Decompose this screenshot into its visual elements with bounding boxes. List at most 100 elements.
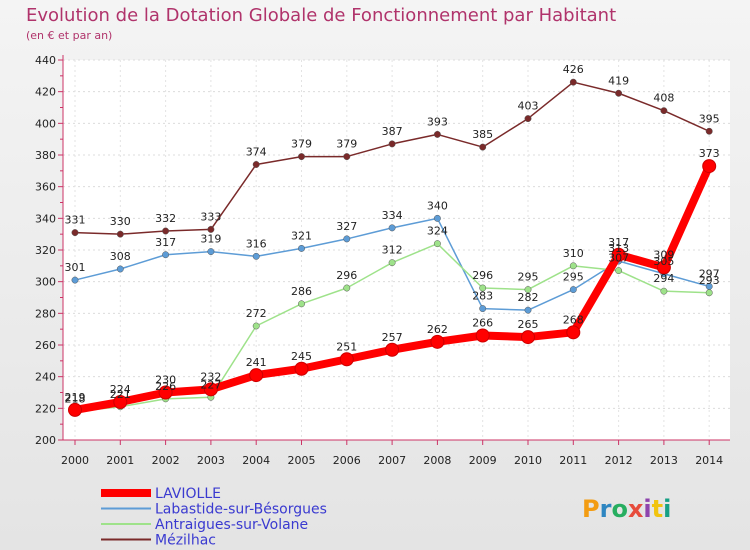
data-point bbox=[71, 276, 79, 284]
data-point bbox=[207, 248, 215, 256]
axes: 200 220 240 260 280 300 320 340 360 380 400 420 440 2… bbox=[35, 54, 730, 467]
data-label: 340 bbox=[427, 199, 448, 212]
data-label: 316 bbox=[246, 237, 267, 250]
proxiti-logo: Proxiti bbox=[582, 495, 671, 523]
data-point bbox=[615, 89, 623, 97]
series-0 bbox=[68, 159, 717, 417]
x-tick-label: 2011 bbox=[559, 454, 587, 467]
x-tick-label: 2013 bbox=[650, 454, 678, 467]
data-label: 295 bbox=[518, 271, 539, 284]
data-point bbox=[660, 287, 668, 295]
y-tick-label: 360 bbox=[35, 181, 56, 194]
data-label: 313 bbox=[608, 242, 629, 255]
y-tick-label: 240 bbox=[35, 371, 56, 384]
data-label: 293 bbox=[699, 274, 720, 287]
data-point bbox=[343, 153, 351, 161]
data-point bbox=[113, 395, 128, 409]
series-3 bbox=[71, 78, 713, 238]
data-label: 301 bbox=[65, 261, 86, 274]
data-label: 312 bbox=[382, 244, 403, 257]
x-tick-label: 2007 bbox=[378, 454, 406, 467]
data-point bbox=[702, 159, 717, 174]
data-label: 379 bbox=[336, 138, 357, 151]
data-label: 226 bbox=[155, 380, 176, 393]
data-point bbox=[479, 284, 487, 292]
data-point bbox=[252, 252, 260, 260]
data-label: 321 bbox=[291, 229, 312, 242]
x-tick-label: 2003 bbox=[197, 454, 225, 467]
data-label: 307 bbox=[608, 252, 629, 265]
data-point bbox=[207, 225, 215, 233]
data-label: 266 bbox=[472, 317, 493, 330]
data-label: 305 bbox=[653, 255, 674, 268]
data-label: 319 bbox=[200, 233, 221, 246]
y-tick-label: 280 bbox=[35, 307, 56, 320]
data-label: 251 bbox=[336, 340, 357, 353]
data-point bbox=[339, 352, 354, 367]
y-tick-label: 300 bbox=[35, 276, 56, 289]
data-label: 265 bbox=[518, 318, 539, 331]
data-label: 219 bbox=[65, 391, 86, 404]
data-label: 262 bbox=[427, 323, 448, 336]
data-label: 317 bbox=[608, 236, 629, 249]
data-label: 395 bbox=[699, 112, 720, 125]
data-label: 387 bbox=[382, 125, 403, 138]
legend-item: Antraigues-sur-Volane bbox=[101, 517, 308, 533]
data-label: 296 bbox=[472, 269, 493, 282]
data-point bbox=[298, 300, 305, 308]
data-point bbox=[388, 259, 396, 267]
data-point bbox=[162, 251, 170, 259]
chart-subtitle: (en € et par an) bbox=[26, 29, 112, 42]
legend-label: Labastide-sur-Bésorgues bbox=[155, 502, 327, 518]
data-point bbox=[705, 289, 713, 297]
data-point bbox=[252, 161, 260, 168]
data-label: 272 bbox=[246, 307, 267, 320]
x-tick-label: 2004 bbox=[242, 454, 270, 467]
data-label: 245 bbox=[291, 350, 312, 363]
x-tick-label: 2014 bbox=[695, 454, 723, 467]
data-point bbox=[203, 382, 218, 397]
x-tick-label: 2001 bbox=[106, 454, 134, 467]
data-label: 283 bbox=[472, 290, 493, 303]
x-tick-label: 2009 bbox=[469, 454, 497, 467]
data-label: 232 bbox=[200, 370, 221, 383]
y-tick-label: 200 bbox=[35, 434, 56, 447]
data-label: 385 bbox=[472, 128, 493, 141]
data-point bbox=[252, 322, 260, 330]
data-point bbox=[433, 240, 441, 248]
data-label: 393 bbox=[427, 115, 448, 128]
series-1 bbox=[71, 214, 713, 314]
x-tick-label: 2000 bbox=[61, 454, 89, 467]
data-label: 332 bbox=[155, 212, 176, 225]
data-point bbox=[521, 330, 535, 345]
series-group bbox=[68, 78, 717, 417]
data-label: 334 bbox=[382, 209, 403, 222]
legend-item: Labastide-sur-Bésorgues bbox=[101, 502, 327, 518]
data-point bbox=[656, 260, 671, 275]
data-label: 373 bbox=[699, 147, 720, 160]
data-label: 426 bbox=[563, 63, 584, 76]
data-point bbox=[566, 325, 581, 340]
y-tick-label: 380 bbox=[35, 149, 56, 162]
data-point bbox=[611, 247, 626, 262]
legend-label: Mézilhac bbox=[155, 533, 216, 549]
data-point bbox=[158, 385, 173, 400]
data-label: 282 bbox=[518, 291, 539, 304]
x-tick-label: 2006 bbox=[333, 454, 361, 467]
data-point bbox=[68, 402, 82, 417]
data-point bbox=[116, 230, 124, 238]
data-point bbox=[615, 267, 623, 275]
data-label: 230 bbox=[155, 374, 176, 387]
data-point bbox=[479, 143, 487, 151]
x-tick-label: 2012 bbox=[605, 454, 633, 467]
data-point bbox=[433, 214, 441, 222]
data-label: 333 bbox=[200, 210, 221, 223]
data-label: 295 bbox=[563, 271, 584, 284]
data-point bbox=[705, 127, 713, 135]
data-label: 286 bbox=[291, 285, 312, 298]
data-point bbox=[388, 140, 396, 148]
data-point bbox=[298, 244, 305, 252]
data-label: 327 bbox=[336, 220, 357, 233]
data-point bbox=[569, 262, 577, 270]
